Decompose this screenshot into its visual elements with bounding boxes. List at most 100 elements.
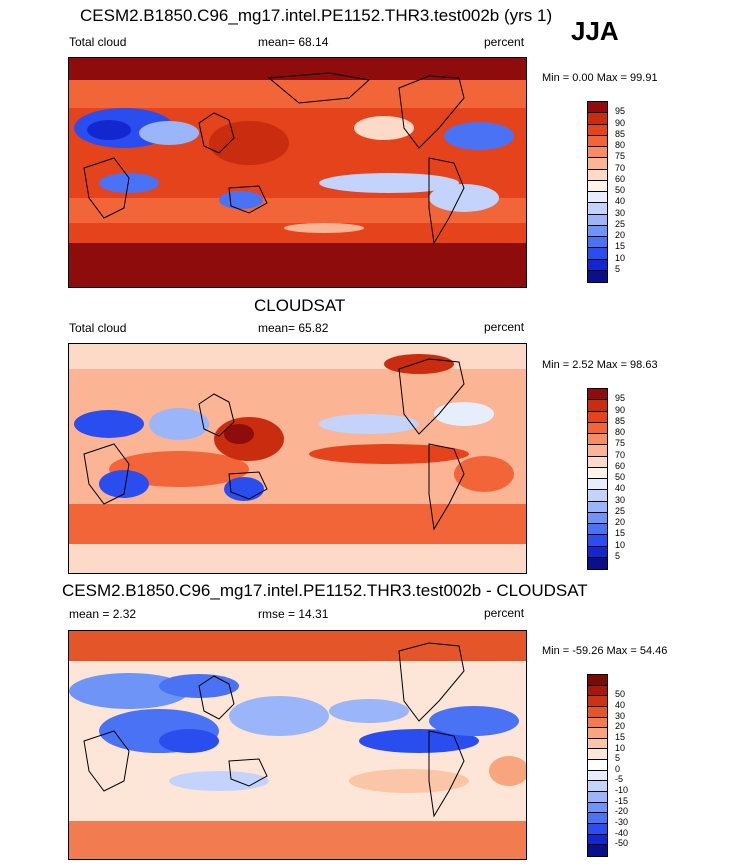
colorbar-swatch bbox=[588, 214, 607, 226]
colorbar-swatch bbox=[588, 557, 607, 569]
colorbar-label: 90 bbox=[615, 117, 626, 128]
colorbar-swatch bbox=[588, 802, 607, 814]
colorbar-label: 25 bbox=[615, 505, 626, 516]
panel-2-minmax: Min = 2.52 Max = 98.63 bbox=[542, 359, 658, 371]
colorbar-label: 80 bbox=[615, 427, 626, 437]
panel-3-rmse: rmse = 14.31 bbox=[258, 607, 329, 621]
panel-1-mean: mean= 68.14 bbox=[258, 35, 329, 49]
colorbar-swatch bbox=[588, 113, 607, 125]
colorbar-label: 10 bbox=[615, 539, 626, 550]
panel-3-map bbox=[68, 630, 527, 860]
colorbar-label: 20 bbox=[615, 230, 626, 240]
colorbar-swatch bbox=[588, 749, 607, 761]
colorbar-swatch bbox=[588, 169, 607, 181]
colorbar-label: 30 bbox=[615, 494, 626, 505]
colorbar-swatch bbox=[588, 147, 607, 159]
panel-2-colorbar bbox=[587, 388, 608, 570]
colorbar-swatch bbox=[588, 535, 607, 547]
colorbar-swatch bbox=[588, 823, 607, 835]
colorbar-label: 85 bbox=[615, 415, 626, 426]
colorbar-label: 25 bbox=[615, 218, 626, 229]
colorbar-label: 70 bbox=[615, 162, 626, 173]
colorbar-swatch bbox=[588, 760, 607, 771]
colorbar-swatch bbox=[588, 524, 607, 536]
panel-3-minmax: Min = -59.26 Max = 54.46 bbox=[542, 645, 668, 657]
colorbar-label: 40 bbox=[615, 483, 626, 494]
panel-1-map bbox=[68, 57, 527, 288]
colorbar-swatch bbox=[588, 400, 607, 412]
colorbar-swatch bbox=[588, 738, 607, 750]
panel-3-units: percent bbox=[484, 606, 525, 620]
colorbar-label: 30 bbox=[615, 207, 626, 218]
panel-1-left-label: Total cloud bbox=[69, 35, 127, 49]
colorbar-label: 40 bbox=[615, 196, 626, 207]
colorbar-label: 75 bbox=[615, 438, 626, 449]
colorbar-swatch bbox=[588, 192, 607, 204]
colorbar-swatch bbox=[588, 225, 607, 237]
colorbar-swatch bbox=[588, 845, 607, 856]
colorbar-label: -40 bbox=[615, 827, 629, 838]
colorbar-label: 75 bbox=[615, 151, 626, 162]
colorbar-swatch bbox=[588, 259, 607, 271]
colorbar-swatch bbox=[588, 813, 607, 824]
colorbar-label: 15 bbox=[615, 241, 626, 252]
colorbar-swatch bbox=[588, 512, 607, 524]
panel-1-minmax: Min = 0.00 Max = 99.91 bbox=[542, 72, 658, 84]
panel-3-left-label: mean = 2.32 bbox=[69, 607, 137, 621]
colorbar-label: -30 bbox=[615, 817, 629, 828]
colorbar-label: 60 bbox=[615, 173, 626, 184]
colorbar-label: 85 bbox=[615, 128, 626, 139]
colorbar-swatch bbox=[588, 456, 607, 468]
colorbar-label: 50 bbox=[615, 689, 626, 700]
colorbar-label: 40 bbox=[615, 699, 626, 710]
colorbar-swatch bbox=[588, 237, 607, 249]
colorbar-label: 90 bbox=[615, 404, 626, 415]
panel-1-units: percent bbox=[484, 35, 525, 49]
colorbar-swatch bbox=[588, 675, 607, 686]
colorbar-swatch bbox=[588, 546, 607, 558]
colorbar-swatch bbox=[588, 728, 607, 739]
colorbar-swatch bbox=[588, 180, 607, 192]
panel-3-title: CESM2.B1850.C96_mg17.intel.PE1152.THR3.t… bbox=[62, 581, 588, 600]
colorbar-label: 5 bbox=[615, 753, 621, 764]
colorbar-label: -5 bbox=[615, 774, 624, 785]
panel-2-title: CLOUDSAT bbox=[254, 296, 346, 315]
colorbar-label: 0 bbox=[615, 763, 621, 774]
colorbar-label: 20 bbox=[615, 517, 626, 527]
colorbar-swatch bbox=[588, 124, 607, 136]
colorbar-swatch bbox=[588, 770, 607, 782]
colorbar-label: -20 bbox=[615, 806, 629, 817]
colorbar-swatch bbox=[588, 834, 607, 846]
panel-1-colorbar bbox=[587, 101, 608, 283]
colorbar-label: 15 bbox=[615, 528, 626, 539]
colorbar-label: 95 bbox=[615, 106, 626, 117]
panel-3-colorbar bbox=[587, 674, 608, 857]
colorbar-label: 5 bbox=[615, 263, 621, 274]
colorbar-swatch bbox=[588, 685, 607, 697]
colorbar-swatch bbox=[588, 158, 607, 170]
colorbar-swatch bbox=[588, 696, 607, 707]
colorbar-label: 95 bbox=[615, 393, 626, 404]
colorbar-label: 30 bbox=[615, 710, 626, 721]
colorbar-label: 10 bbox=[615, 252, 626, 263]
panel-2-map bbox=[68, 343, 527, 574]
colorbar-swatch bbox=[588, 792, 607, 803]
colorbar-swatch bbox=[588, 203, 607, 215]
colorbar-swatch bbox=[588, 434, 607, 446]
colorbar-label: 5 bbox=[615, 550, 621, 561]
colorbar-label: 80 bbox=[615, 140, 626, 150]
colorbar-swatch bbox=[588, 706, 607, 718]
colorbar-swatch bbox=[588, 501, 607, 513]
colorbar-label: 60 bbox=[615, 460, 626, 471]
colorbar-swatch bbox=[588, 479, 607, 491]
colorbar-label: 50 bbox=[615, 472, 626, 482]
colorbar-swatch bbox=[588, 411, 607, 423]
colorbar-swatch bbox=[588, 270, 607, 282]
panel-2-mean: mean= 65.82 bbox=[258, 321, 329, 335]
colorbar-label: 10 bbox=[615, 742, 626, 753]
colorbar-swatch bbox=[588, 248, 607, 260]
season-label: JJA bbox=[571, 16, 619, 46]
panel-2-units: percent bbox=[484, 320, 525, 334]
colorbar-label: 70 bbox=[615, 449, 626, 460]
panel-2-left-label: Total cloud bbox=[69, 321, 127, 335]
